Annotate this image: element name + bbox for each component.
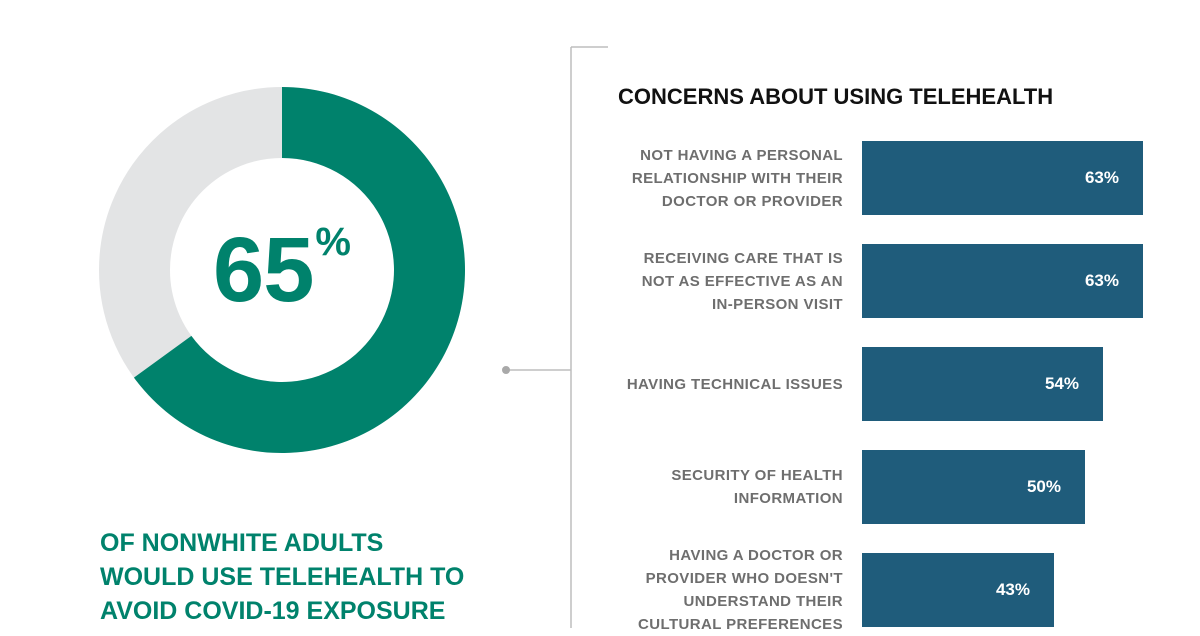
bar-category-label-line: HAVING TECHNICAL ISSUES — [626, 376, 843, 393]
donut-caption-line: AVOID COVID-19 EXPOSURE — [100, 597, 446, 625]
bar-value-label: 63% — [1084, 168, 1119, 187]
bar-value-label: 50% — [1026, 477, 1061, 496]
bar-category-label-line: DOCTOR OR PROVIDER — [661, 193, 843, 210]
bar-category-label: HAVING TECHNICAL ISSUES — [563, 373, 843, 396]
donut-percent-sign: % — [315, 220, 351, 264]
bar-chart-title: CONCERNS ABOUT USING TELEHEALTH — [618, 84, 1054, 109]
bar: 54% — [862, 347, 1103, 421]
bar-category-label-line: INFORMATION — [733, 490, 843, 507]
donut-value-segment — [133, 87, 465, 453]
bar: 43% — [862, 553, 1054, 627]
connector-dot — [502, 366, 510, 374]
bar-category-label-line: CULTURAL PREFERENCES — [638, 616, 843, 633]
bar-category-label-line: RECEIVING CARE THAT IS — [643, 250, 843, 267]
donut-caption: OF NONWHITE ADULTS WOULD USE TELEHEALTH … — [100, 526, 520, 628]
bar-category-label-line: UNDERSTAND THEIR — [683, 593, 843, 610]
bar-category-label: RECEIVING CARE THAT IS NOT AS EFFECTIVE A… — [563, 247, 843, 316]
bar-category-label-line: PROVIDER WHO DOESN'T — [645, 570, 843, 587]
bar: 63% — [862, 141, 1143, 215]
donut-caption-line: WOULD USE TELEHEALTH TO — [100, 563, 465, 591]
bar-category-label-line: NOT HAVING A PERSONAL — [640, 147, 843, 164]
bar-category-label-line: IN-PERSON VISIT — [711, 296, 843, 313]
bar-category-label: NOT HAVING A PERSONAL RELATIONSHIP WITH T… — [563, 144, 843, 213]
bar-category-label: SECURITY OF HEALTH INFORMATION — [563, 464, 843, 510]
bar-value-label: 63% — [1084, 271, 1119, 290]
donut-percent-number: 65 — [213, 219, 314, 321]
bar-category-label-line: HAVING A DOCTOR OR — [669, 547, 843, 564]
bar-category-label-line: SECURITY OF HEALTH — [671, 467, 843, 484]
bar: 63% — [862, 244, 1143, 318]
donut-caption-line: OF NONWHITE ADULTS — [100, 529, 384, 557]
bar-value-label: 54% — [1044, 374, 1079, 393]
bar-category-label-line: NOT AS EFFECTIVE AS AN — [641, 273, 843, 290]
donut-chart — [99, 87, 465, 453]
donut-center-value: 65 % — [170, 172, 394, 368]
bar-value-label: 43% — [995, 580, 1030, 599]
bar-category-label: HAVING A DOCTOR OR PROVIDER WHO DOESN'T UN… — [563, 544, 843, 636]
bar: 50% — [862, 450, 1085, 524]
bar-category-label-line: RELATIONSHIP WITH THEIR — [631, 170, 843, 187]
